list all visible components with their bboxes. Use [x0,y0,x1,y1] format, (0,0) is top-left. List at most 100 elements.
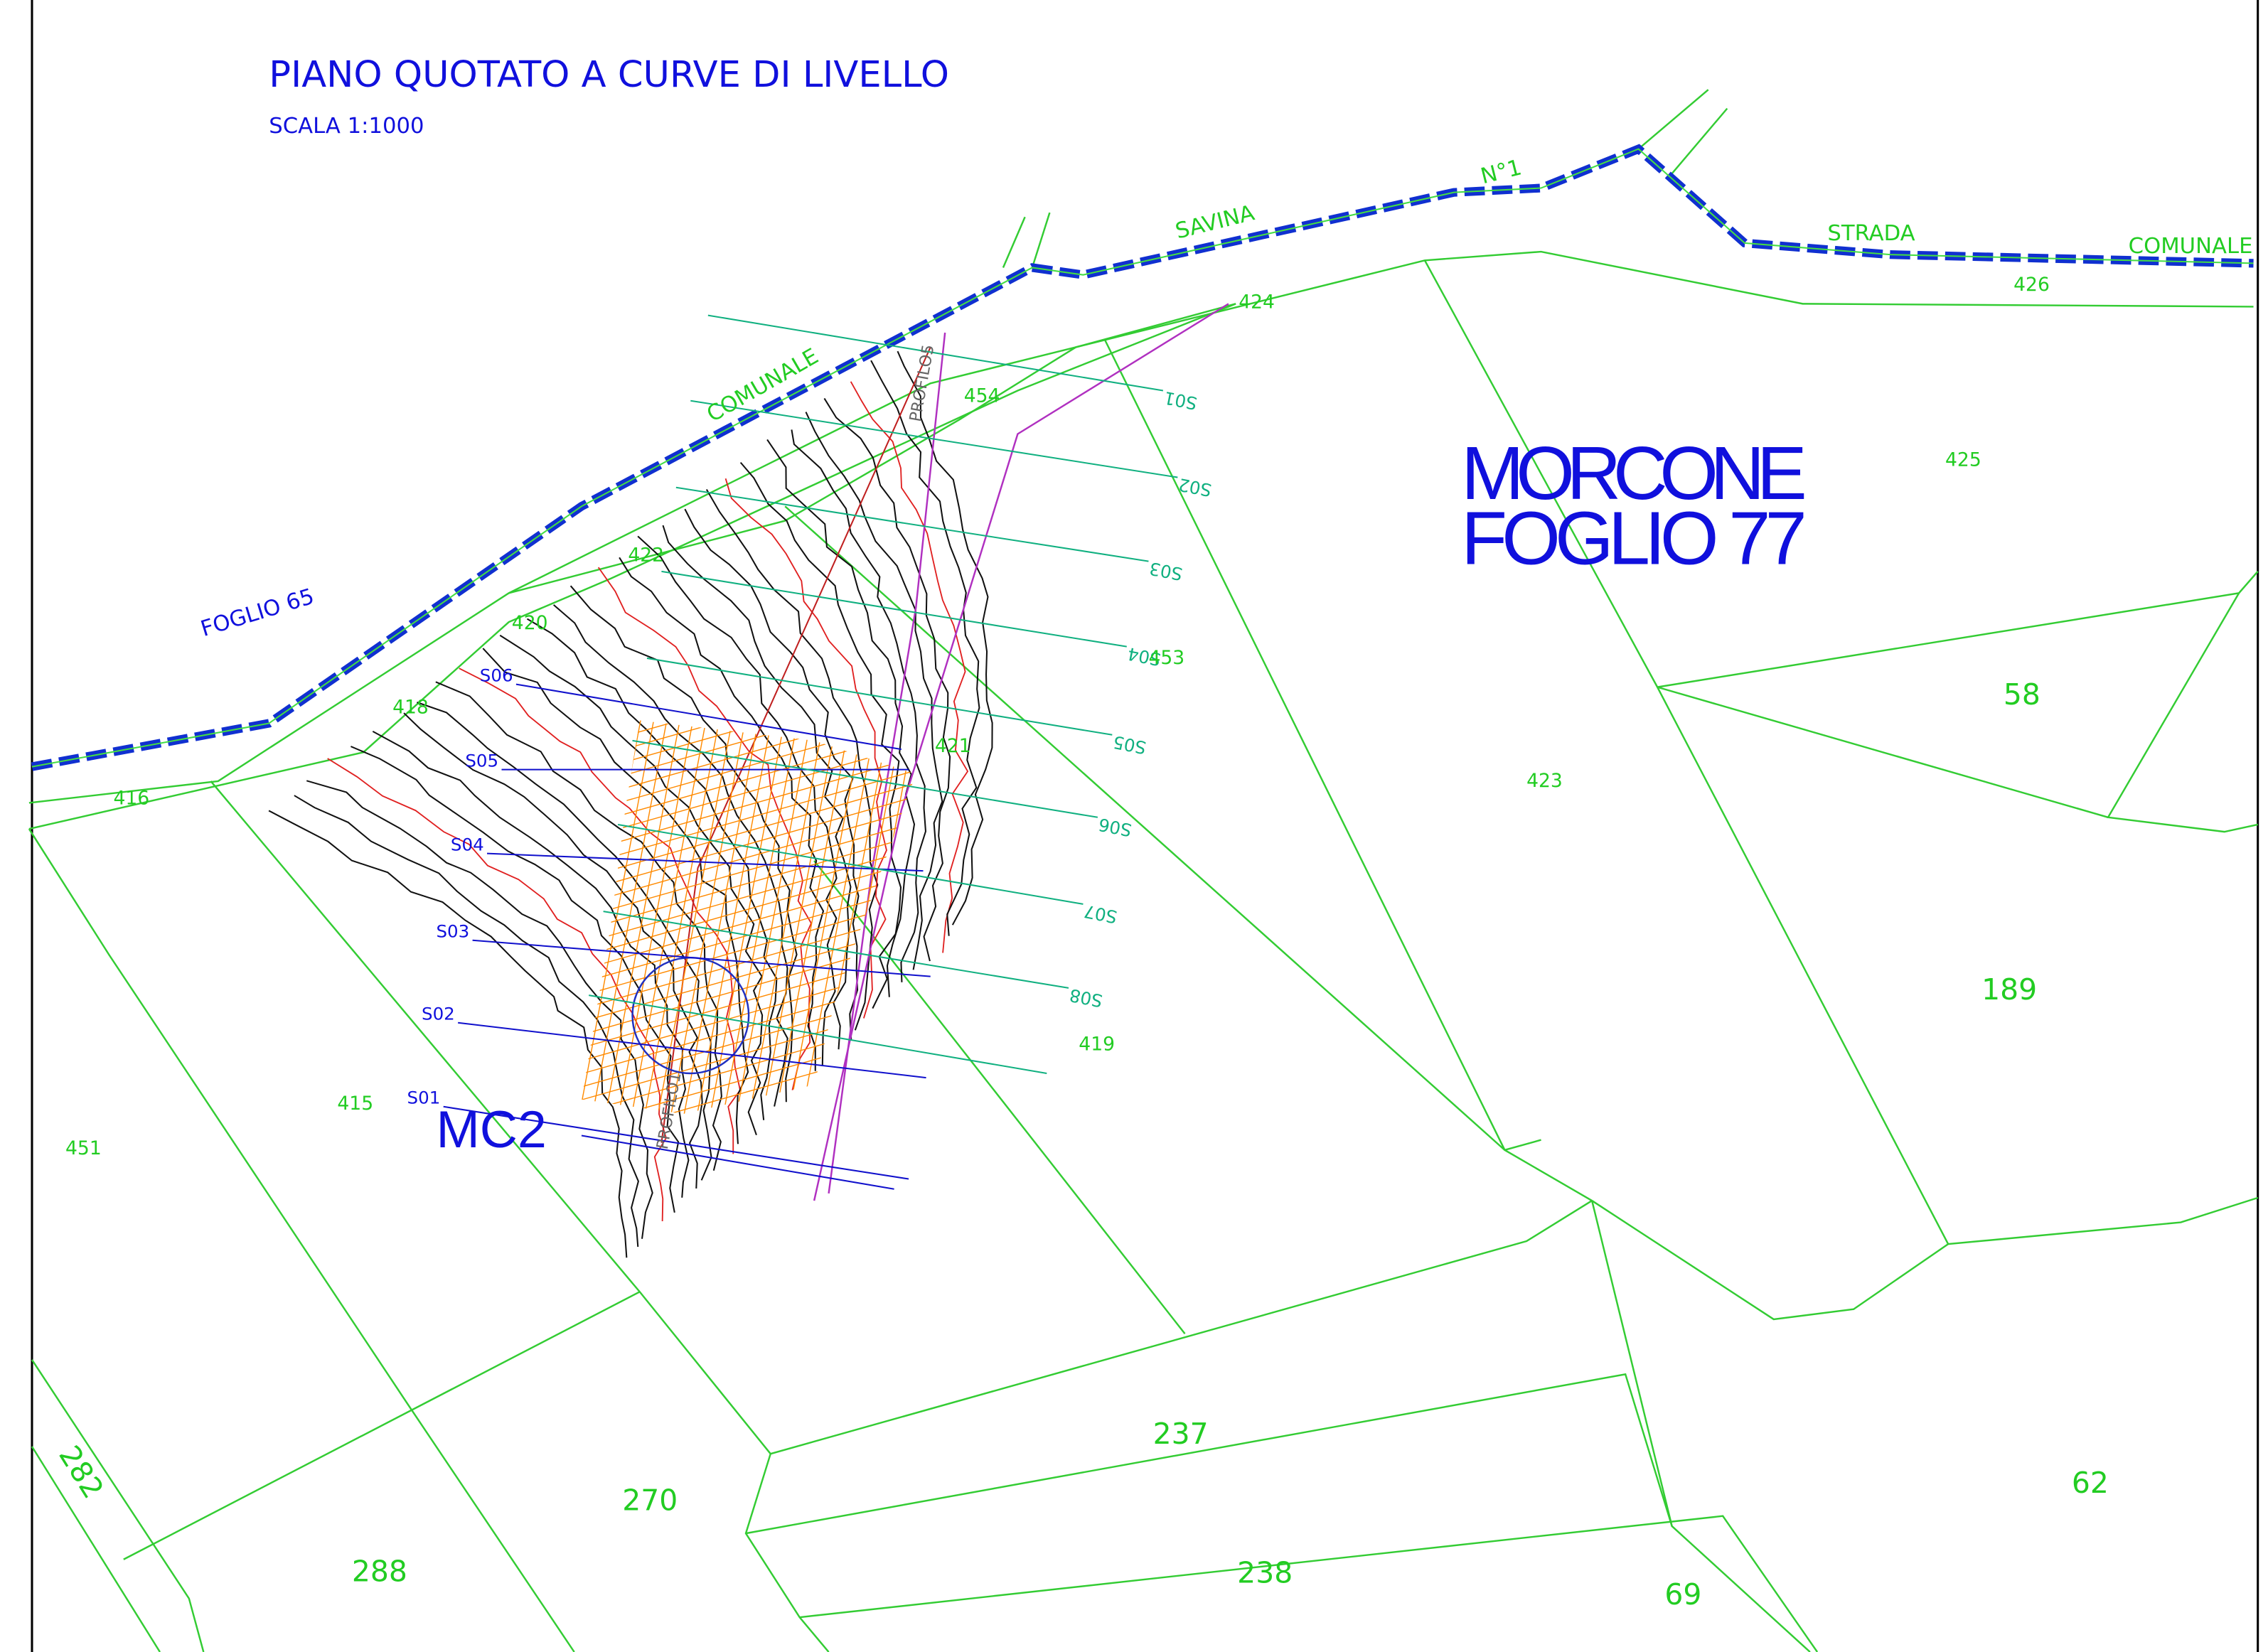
section-line [486,852,924,872]
road-label: N°1 [1478,155,1524,189]
parcel-label: 416 [114,788,150,810]
contour [805,412,943,970]
parcel-label: 62 [2072,1466,2109,1500]
contour [526,618,778,1120]
road-label: SAVINA [1173,200,1257,244]
grid-line [581,796,916,913]
contour [268,810,628,1258]
grid-line [741,720,830,1114]
section-line [603,911,1069,989]
grid-line [552,407,960,522]
section-line [589,994,1047,1074]
grid-line [581,757,916,874]
contour [823,397,951,962]
grid-line [662,720,751,1114]
parcel-label: 454 [964,385,1000,407]
grid-line [552,1305,960,1421]
grid-line [0,694,4,1157]
contour [739,461,902,1009]
grid-line [597,720,685,1114]
section-label: S03 [1148,558,1184,584]
grid-line [754,720,843,1114]
contour [482,648,749,1144]
road-label: COMUNALE [2129,234,2253,259]
contour [766,439,916,997]
parcel-label: 421 [935,735,971,757]
section-lines: S01S02S03S04S05S06S01S02S03S04S05S06S07S… [407,314,1214,1190]
section-line [458,1021,926,1079]
grid-line [581,720,607,1114]
grid-line [552,563,960,679]
grid-line [87,694,175,1157]
parcel-label: 189 [1981,972,2037,1007]
section-label: S01 [1162,387,1199,414]
grid-line [552,1292,960,1407]
contour [417,702,712,1181]
grid-line [552,1253,960,1368]
grid-line [610,720,699,1114]
contour [403,712,703,1189]
contour [499,634,764,1136]
grid-line [581,1095,916,1114]
grid-line [552,1240,960,1356]
grid-line [766,720,856,1114]
section-label: S01 [407,1088,441,1108]
grid-line [552,1331,960,1447]
contour [372,731,690,1198]
grid-line [552,458,960,574]
section-line [443,1105,909,1180]
grid-line [581,783,916,901]
section-line [707,314,1164,392]
section-line [690,399,1178,478]
grid-line [552,1279,960,1395]
parcel-label: 419 [1079,1033,1115,1055]
section-label: S06 [1097,814,1133,840]
parcel-label: 418 [392,696,429,718]
grid-line [0,694,18,1157]
grid-line [552,1266,960,1382]
parcel-label: 282 [52,1439,110,1504]
grid-line [552,1174,960,1290]
grid-line [581,1044,916,1114]
parcel-label: 423 [1526,770,1563,792]
grid-line [636,720,725,1114]
grid-line [100,694,188,1157]
site-label: MC2 [436,1100,546,1159]
grid-line [581,1070,916,1114]
parcel-label: 415 [337,1093,373,1115]
grid-line [0,694,31,1157]
contour [662,525,852,1050]
contour [597,567,813,1090]
contour [724,478,887,1019]
grid-line [727,720,816,1114]
grid-line [552,1135,960,1251]
grid-line [552,419,960,535]
parcel-label: 58 [2004,677,2040,712]
grid-line [127,694,214,1157]
grid-line [581,1109,916,1114]
grid-line [552,1213,960,1329]
section-line [617,823,1084,905]
section-line [632,739,1098,818]
road-centerline [31,148,2254,768]
grid-line [552,1318,960,1434]
parcel-label: 69 [1664,1577,1701,1611]
scale: SCALA 1:1000 [269,114,424,139]
grid-line [74,694,161,1157]
grid-line [552,1201,960,1316]
grid-line [715,720,803,1114]
grid-line [623,720,712,1114]
grid-line [581,809,916,927]
parcel-label: 238 [1237,1555,1293,1589]
grid-line [819,720,908,1114]
grid-line [581,1017,916,1114]
parcel-label: 451 [65,1137,102,1159]
contour [459,667,742,1154]
contour [850,381,969,953]
profile-line [828,332,946,1194]
grid-line [584,720,673,1114]
road-label: STRADA [1827,221,1915,246]
grid-line [61,694,149,1157]
parcel-label: 420 [512,612,548,634]
grid-line [581,720,916,796]
